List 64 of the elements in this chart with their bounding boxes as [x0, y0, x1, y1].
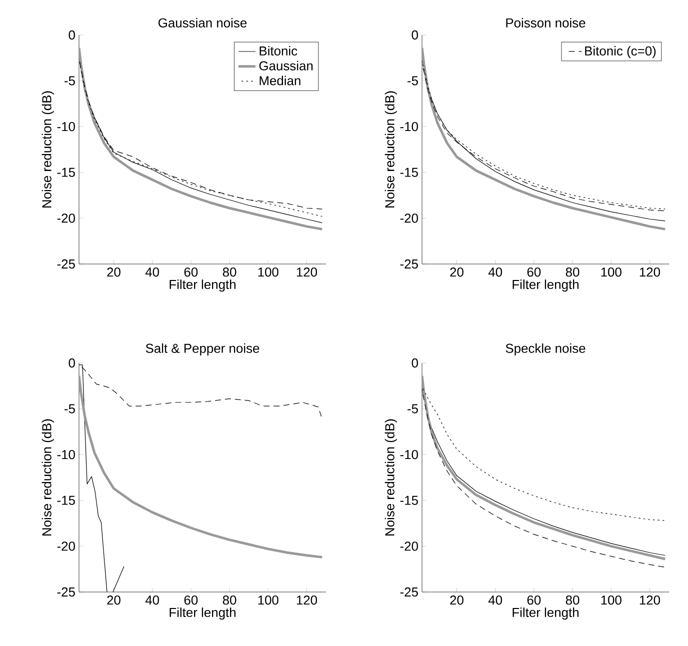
x-tick-label: 120	[296, 596, 318, 605]
y-tick-label: -5	[408, 76, 418, 86]
legend-label: Gaussian	[259, 60, 313, 70]
y-axis-title: Noise reduction (dB)	[42, 419, 54, 536]
y-tick-label: -25	[57, 259, 75, 269]
y-tick-label: -25	[57, 587, 75, 597]
legend-label: Median	[260, 76, 300, 86]
y-tick-label: -10	[57, 450, 75, 460]
x-axis-title: Filter length	[512, 608, 578, 620]
y-tick-label: -5	[64, 404, 75, 414]
x-tick-label: 40	[145, 268, 160, 277]
y-tick-label: 0	[68, 30, 75, 40]
chart-title: Poisson noise	[506, 18, 586, 28]
y-tick-label: -15	[57, 496, 75, 505]
x-tick-label: 100	[601, 596, 622, 605]
x-axis-title: Filter length	[170, 608, 236, 620]
x-tick-label: 80	[222, 268, 236, 277]
y-tick-label: -5	[408, 404, 418, 414]
x-axis-title: Filter length	[512, 280, 578, 292]
y-tick-label: -5	[64, 76, 75, 86]
y-tick-label: -15	[400, 168, 418, 177]
y-tick-label: 0	[412, 358, 418, 368]
x-tick-label: 120	[296, 268, 318, 277]
y-tick-label: -15	[400, 496, 418, 505]
x-tick-label: 20	[107, 268, 120, 277]
y-tick-label: -10	[57, 122, 75, 132]
x-tick-label: 120	[640, 268, 660, 277]
x-axis-title: Filter length	[170, 280, 236, 292]
chart-title: Speckle noise	[506, 343, 586, 356]
x-tick-label: 20	[450, 268, 464, 277]
y-axis-title: Noise reduction (dB)	[42, 91, 54, 208]
x-tick-label: 80	[566, 268, 580, 277]
x-tick-label: 20	[450, 596, 464, 605]
y-axis-title: Noise reduction (dB)	[384, 91, 397, 208]
x-tick-label: 100	[258, 268, 278, 277]
x-tick-label: 120	[640, 596, 660, 605]
x-tick-label: 60	[184, 596, 198, 605]
y-tick-label: -20	[400, 214, 418, 223]
y-tick-label: -10	[400, 122, 418, 132]
y-tick-label: -20	[57, 214, 75, 223]
x-tick-label: 20	[107, 596, 120, 605]
x-tick-label: 40	[488, 596, 502, 605]
y-tick-label: -25	[400, 587, 418, 597]
y-tick-label: -20	[400, 542, 418, 551]
y-tick-label: -20	[57, 542, 75, 551]
x-tick-label: 80	[222, 596, 236, 605]
x-tick-label: 60	[184, 268, 198, 277]
y-tick-label: -10	[400, 450, 418, 460]
y-axis-title: Noise reduction (dB)	[384, 419, 397, 536]
legend-label: Bitonic	[260, 46, 298, 56]
x-tick-label: 80	[566, 596, 580, 605]
y-tick-label: 0	[68, 358, 75, 368]
y-tick-label: -15	[57, 168, 75, 177]
x-tick-label: 40	[488, 268, 502, 277]
chart-title: Salt & Pepper noise	[146, 343, 260, 356]
x-tick-label: 40	[145, 596, 160, 605]
x-tick-label: 100	[258, 596, 278, 605]
x-tick-label: 60	[527, 596, 541, 605]
chart-title: Gaussian noise	[158, 18, 247, 28]
x-tick-label: 60	[527, 268, 541, 277]
x-tick-label: 100	[601, 268, 622, 277]
y-tick-label: 0	[412, 30, 418, 40]
legend-label: Bitonic (c=0)	[585, 46, 656, 58]
y-tick-label: -25	[400, 259, 418, 269]
